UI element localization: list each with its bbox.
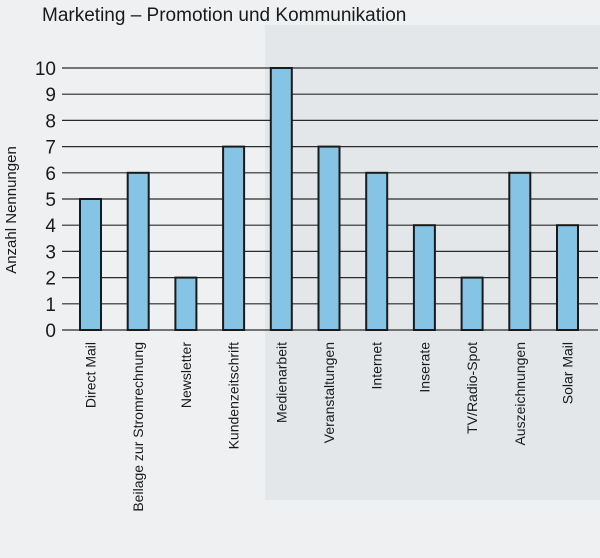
bar-tv-radio-spot (460, 276, 484, 332)
bar-medienarbeit (269, 67, 293, 331)
x-tick-label: Internet (369, 342, 385, 390)
y-tick-label: 3 (45, 242, 56, 263)
x-tick-label: Inserate (416, 342, 432, 393)
x-tick-label: Auszeichnungen (512, 342, 528, 446)
bar-direct-mail (79, 198, 102, 331)
y-tick-label: 8 (45, 111, 56, 132)
y-tick-label: 1 (45, 295, 56, 316)
bar-solar-mail (556, 224, 579, 331)
x-tick-label: TV/Radio-Spot (464, 342, 480, 434)
x-tick-label: Kundenzeitschrift (226, 342, 242, 450)
bar-beilage-zur-stromrechnung (126, 171, 150, 331)
y-tick-labels: 0 1 2 3 4 5 6 7 8 9 10 (35, 59, 57, 342)
x-tick-label: Medienarbeit (273, 342, 289, 423)
bar-inserate (412, 224, 436, 331)
y-tick-label: 10 (35, 59, 56, 80)
bar-kundenzeitschrift (222, 145, 246, 331)
x-tick-label: Direct Mail (83, 342, 99, 408)
y-tick-label: 7 (45, 138, 56, 159)
bar-auszeichnungen (508, 171, 532, 331)
x-tick-label: Solar Mail (560, 342, 576, 404)
bar-veranstaltungen (317, 145, 341, 331)
y-tick-label: 2 (45, 269, 56, 290)
y-tick-label: 9 (45, 85, 56, 106)
y-tick-label: 0 (45, 321, 56, 342)
chart-title: Marketing – Promotion und Kommunikation (42, 5, 406, 26)
x-tick-label: Newsletter (178, 342, 194, 408)
y-axis-label: Anzahl Nennungen (3, 146, 20, 274)
x-tick-labels: Direct Mail Beilage zur Stromrechnung News… (83, 342, 576, 512)
bar-newsletter (174, 276, 198, 332)
x-tick-label: Beilage zur Stromrechnung (130, 342, 146, 512)
y-tick-label: 6 (45, 164, 56, 185)
bar-internet (365, 171, 389, 331)
y-tick-label: 4 (45, 216, 56, 237)
x-tick-label: Veranstaltungen (321, 342, 337, 443)
bars (79, 67, 579, 332)
y-tick-label: 5 (45, 190, 56, 211)
